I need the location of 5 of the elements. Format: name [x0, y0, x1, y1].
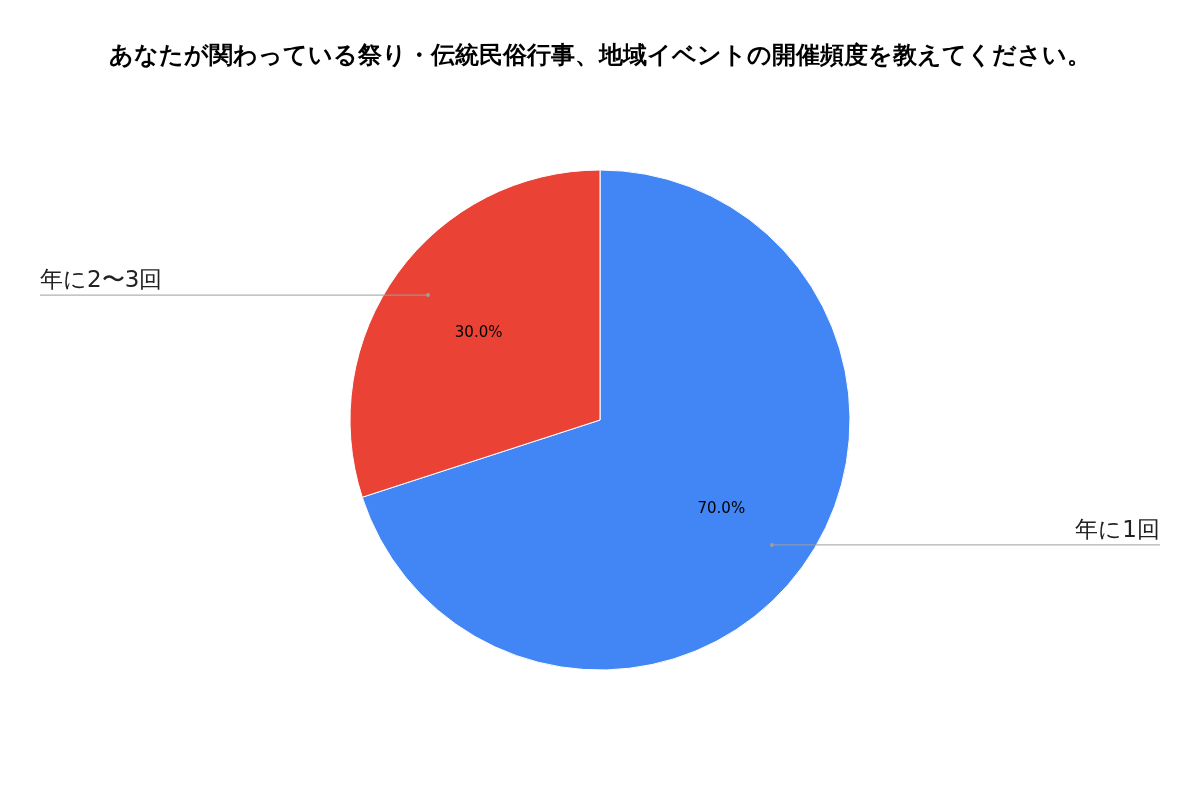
slice-label: 年に2〜3回 [40, 266, 163, 293]
slice-label: 年に1回 [1075, 515, 1160, 542]
data-label: 30.0% [454, 322, 503, 341]
chart-title: あなたが関わっている祭り・伝統民俗行事、地域イベントの開催頻度を教えてください。 [109, 41, 1091, 69]
data-label: 70.0% [697, 499, 746, 518]
